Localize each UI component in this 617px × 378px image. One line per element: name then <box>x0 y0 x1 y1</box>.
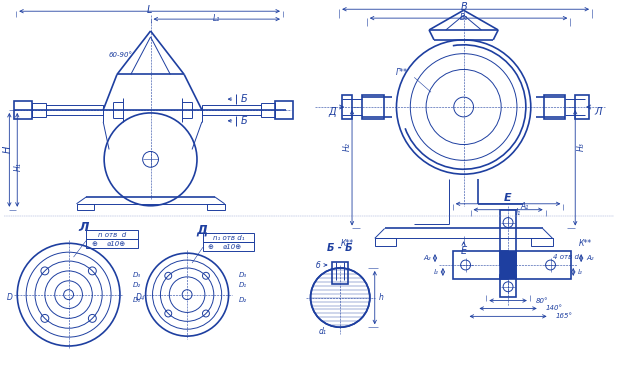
Text: ⊕: ⊕ <box>91 241 97 247</box>
Bar <box>500 210 516 265</box>
Text: 165°: 165° <box>555 313 573 319</box>
Text: Б: Б <box>241 116 248 126</box>
Text: D₃: D₃ <box>133 272 141 278</box>
Text: l₂: l₂ <box>434 269 439 275</box>
Text: Б - Б: Б - Б <box>328 243 353 253</box>
Bar <box>500 251 516 279</box>
Bar <box>203 233 254 242</box>
Text: l₂: l₂ <box>578 269 583 275</box>
Text: В₁: В₁ <box>460 12 468 22</box>
Bar <box>14 101 32 119</box>
Bar <box>531 239 552 246</box>
Text: L₁: L₁ <box>213 14 220 23</box>
Text: Л: Л <box>78 221 89 234</box>
Text: L: L <box>147 5 152 15</box>
Text: Б: Б <box>241 94 248 104</box>
Bar <box>375 239 397 246</box>
Text: 80°: 80° <box>536 297 549 304</box>
Bar <box>46 105 103 115</box>
Text: n отв  d: n отв d <box>98 232 126 239</box>
Text: H₂: H₂ <box>342 142 352 151</box>
Text: б: б <box>316 260 321 270</box>
Text: Г**: Г** <box>395 68 407 77</box>
Bar <box>32 103 46 117</box>
Text: ⊕: ⊕ <box>208 244 213 250</box>
Text: Е: Е <box>460 246 466 256</box>
Text: A₂: A₂ <box>423 255 431 261</box>
Bar <box>261 103 275 117</box>
Text: H: H <box>2 146 12 153</box>
Text: D₂: D₂ <box>133 282 141 288</box>
Bar <box>333 262 348 284</box>
Bar <box>575 95 589 119</box>
Text: H₃: H₃ <box>577 142 586 151</box>
Text: К**: К** <box>579 239 592 248</box>
Text: H₁: H₁ <box>14 162 23 170</box>
Bar <box>86 231 138 239</box>
Text: Д: Д <box>196 224 207 237</box>
Text: 4 отв d₂: 4 отв d₂ <box>552 254 581 260</box>
Bar <box>544 95 565 119</box>
Text: 60-90°: 60-90° <box>108 52 132 58</box>
Text: К**: К** <box>341 239 354 248</box>
Text: D₁: D₁ <box>133 297 141 302</box>
Bar <box>516 251 571 279</box>
Text: h: h <box>379 293 384 302</box>
Text: D₁: D₁ <box>238 282 247 288</box>
Text: D₃: D₃ <box>238 272 247 278</box>
Bar <box>207 204 225 210</box>
Bar <box>77 204 94 210</box>
Text: D₄: D₄ <box>136 293 144 302</box>
Text: A₂: A₂ <box>586 255 594 261</box>
Text: Д: Д <box>328 107 336 117</box>
Bar <box>453 251 508 279</box>
Text: d₁: d₁ <box>318 327 326 336</box>
Text: В: В <box>460 2 467 12</box>
Text: D: D <box>6 293 12 302</box>
Text: ⌀10⊕: ⌀10⊕ <box>107 241 126 247</box>
Bar <box>86 239 138 248</box>
Text: A₁: A₁ <box>520 202 528 211</box>
Text: n₁ отв d₁: n₁ отв d₁ <box>213 235 244 241</box>
Text: ⌀10⊕: ⌀10⊕ <box>223 244 242 250</box>
Text: Е: Е <box>504 193 512 203</box>
Bar <box>342 95 352 119</box>
Text: Л: Л <box>594 107 602 117</box>
Text: l₁: l₁ <box>516 208 521 217</box>
Text: 140°: 140° <box>545 305 563 311</box>
Bar <box>275 101 293 119</box>
Bar <box>500 275 516 297</box>
Text: D₂: D₂ <box>238 297 247 302</box>
Bar <box>362 95 384 119</box>
Bar <box>202 105 261 115</box>
Bar <box>203 242 254 251</box>
